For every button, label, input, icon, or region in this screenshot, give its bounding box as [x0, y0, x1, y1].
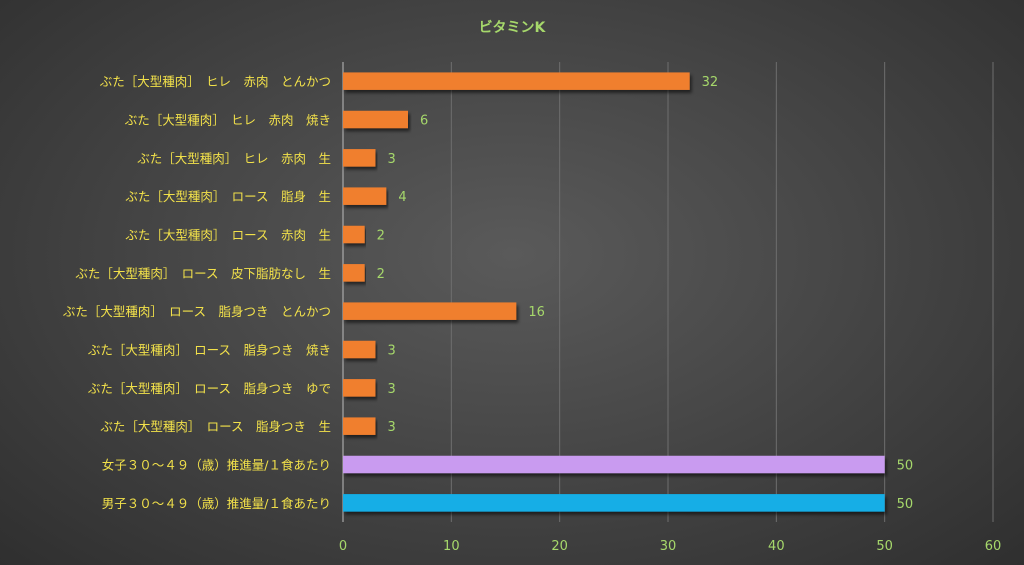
bar: [343, 72, 690, 90]
category-label: ぶた［大型種肉］ ヒレ 赤肉 生: [137, 151, 331, 166]
data-label: 4: [398, 190, 406, 205]
data-label: 50: [897, 497, 914, 512]
bar: [343, 455, 885, 474]
bar: [343, 340, 376, 359]
x-tick-labels: 0 10 20 30 40 50 60: [339, 539, 1001, 554]
bar: [343, 494, 885, 512]
x-tick-label: 40: [768, 539, 785, 554]
data-label: 3: [388, 152, 396, 167]
bar: [343, 417, 376, 435]
category-label: 男子３０～４９（歳）推進量/１食あたり: [102, 496, 331, 511]
x-tick-label: 0: [339, 539, 347, 554]
data-label: 3: [388, 382, 396, 397]
bar: [343, 225, 365, 244]
x-tick-label: 60: [985, 539, 1002, 554]
bar: [343, 187, 387, 205]
grid-lines: [450, 62, 994, 522]
category-label: ぶた［大型種肉］ ロース 脂身つき 生: [100, 419, 331, 434]
data-label: 16: [528, 305, 545, 320]
x-tick-label: 30: [660, 539, 677, 554]
bar: [343, 379, 376, 397]
category-label: ぶた［大型種肉］ ロース 皮下脂肪なし 生: [75, 266, 331, 281]
category-label: ぶた［大型種肉］ ロース 脂身つき とんかつ: [63, 304, 331, 319]
category-label: ぶた［大型種肉］ ヒレ 赤肉 とんかつ: [100, 74, 331, 89]
data-label: 50: [897, 459, 914, 474]
x-tick-label: 50: [876, 539, 893, 554]
bar: [343, 264, 365, 282]
data-label: 2: [377, 267, 385, 282]
category-label: ぶた［大型種肉］ ロース 脂身 生: [125, 189, 331, 204]
data-labels: 32 6 3 4 2 2 16 3 3 3 50 50: [377, 75, 914, 512]
category-label: ぶた［大型種肉］ ロース 赤肉 生: [125, 228, 331, 243]
x-tick-label: 20: [551, 539, 568, 554]
data-label: 2: [377, 229, 385, 244]
bars: [343, 72, 885, 512]
category-label: ぶた［大型種肉］ ヒレ 赤肉 焼き: [125, 113, 331, 128]
data-label: 6: [420, 114, 428, 129]
data-label: 32: [702, 75, 719, 90]
category-label: 女子３０～４９（歳）推進量/１食あたり: [102, 458, 331, 473]
data-label: 3: [388, 344, 396, 359]
bar: [343, 302, 517, 320]
bar: [343, 149, 376, 167]
x-tick-label: 10: [443, 539, 460, 554]
chart-title: ビタミンK: [479, 20, 547, 36]
category-label: ぶた［大型種肉］ ロース 脂身つき 焼き: [88, 343, 331, 358]
category-label: ぶた［大型種肉］ ロース 脂身つき ゆで: [88, 381, 331, 396]
bar: [343, 110, 408, 129]
data-label: 3: [388, 420, 396, 435]
